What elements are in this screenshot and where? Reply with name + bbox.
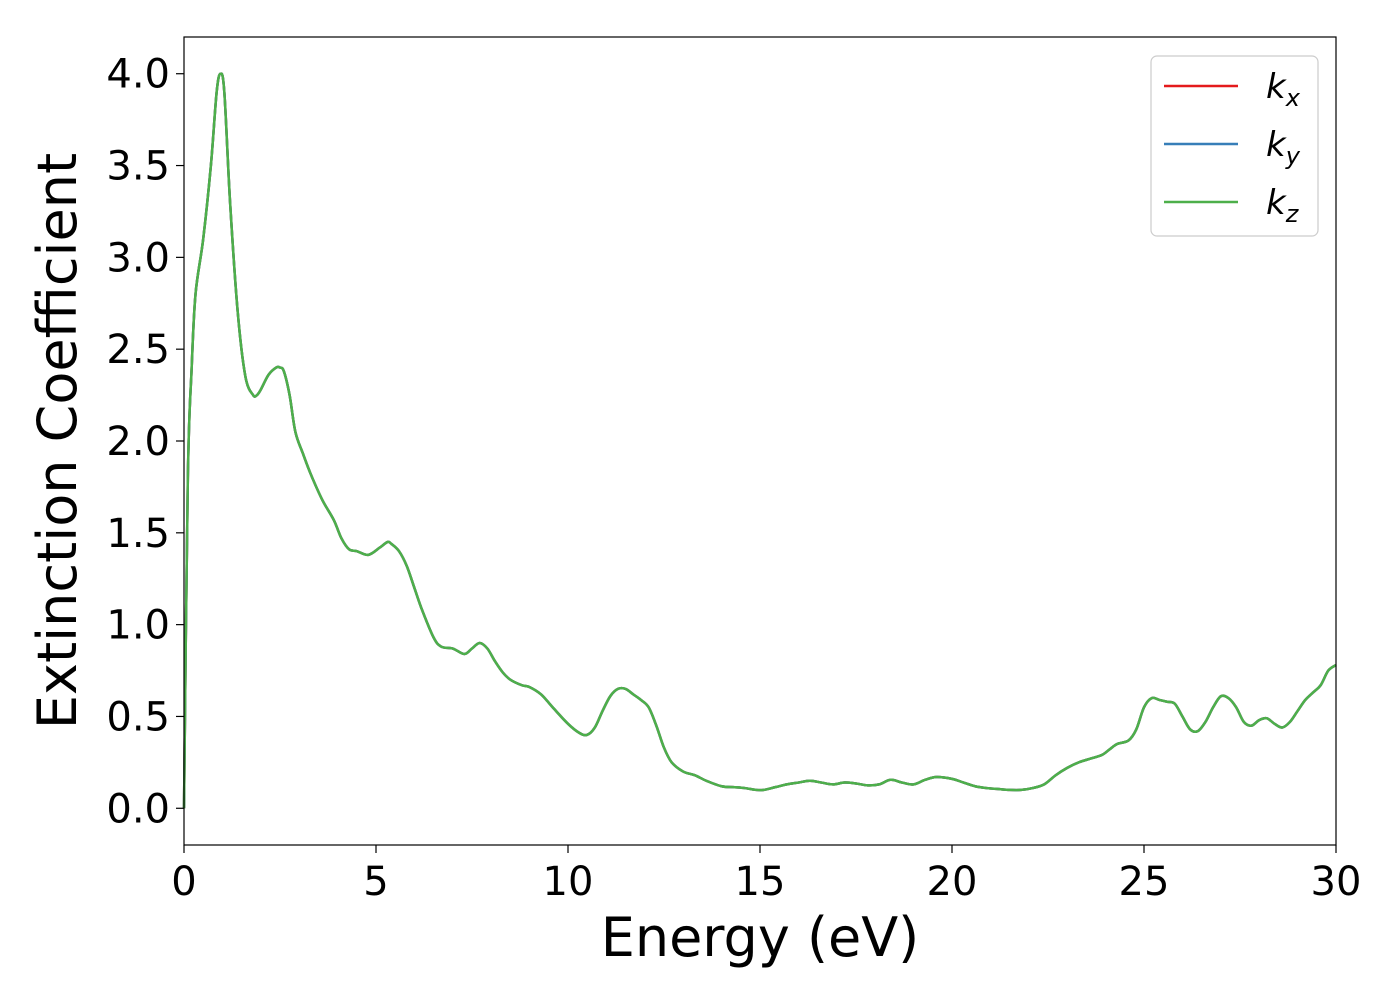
legend: kx ky kz — [1150, 55, 1319, 237]
y-axis-label: Extinction Coefficient — [26, 153, 89, 729]
x-axis-label: Energy (eV) — [601, 906, 920, 969]
y-tick-label: 4.0 — [106, 52, 170, 98]
y-axis-ticks: 0.0 0.5 1.0 1.5 2.0 2.5 3.0 3.5 4.0 — [106, 52, 184, 832]
y-tick-label: 2.0 — [106, 419, 170, 465]
series-layer — [182, 72, 1337, 809]
legend-box — [1150, 55, 1319, 237]
y-tick-label: 0.0 — [106, 786, 170, 832]
y-tick-label: 3.0 — [106, 235, 170, 281]
x-tick-label: 0 — [171, 859, 196, 905]
x-tick-label: 25 — [1119, 859, 1170, 905]
x-tick-label: 15 — [735, 859, 786, 905]
legend-label-ky: ky — [1266, 125, 1301, 170]
legend-label-kx: kx — [1266, 67, 1301, 112]
x-axis-ticks: 0 5 10 15 20 25 30 — [171, 845, 1361, 905]
series-line-kz — [182, 72, 1337, 809]
y-tick-label: 0.5 — [106, 694, 170, 740]
y-tick-label: 3.5 — [106, 144, 170, 190]
x-tick-label: 5 — [363, 859, 388, 905]
x-tick-label: 10 — [543, 859, 594, 905]
x-tick-label: 20 — [927, 859, 978, 905]
y-tick-label: 1.5 — [106, 511, 170, 557]
y-tick-label: 2.5 — [106, 327, 170, 373]
legend-label-kz: kz — [1266, 183, 1300, 228]
x-tick-label: 30 — [1311, 859, 1362, 905]
y-tick-label: 1.0 — [106, 603, 170, 649]
